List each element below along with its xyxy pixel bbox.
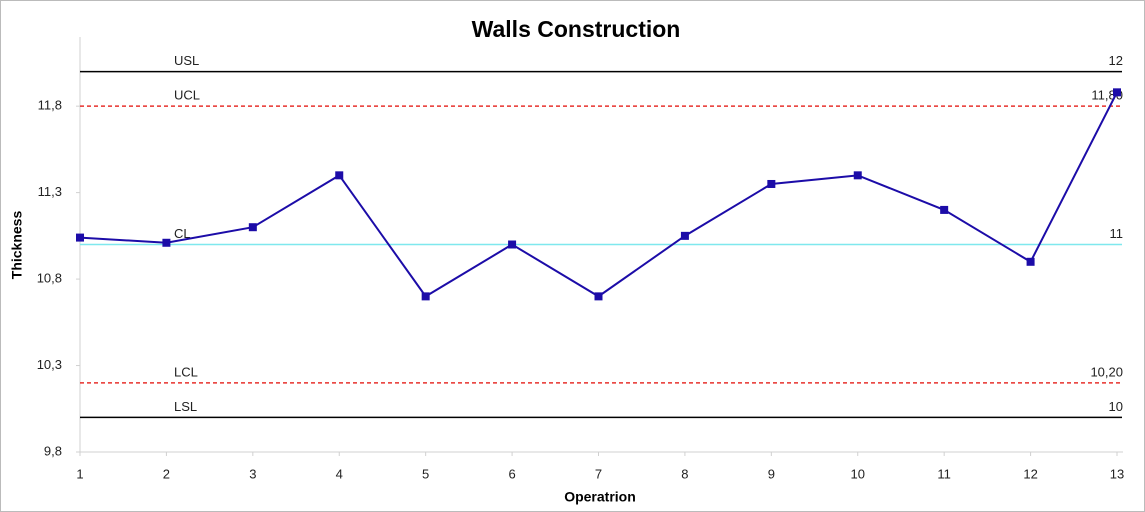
- marker: [421, 292, 430, 301]
- y-tick-label: 10,8: [37, 271, 62, 286]
- x-tick-label: 7: [595, 466, 602, 481]
- reference-line-label: 12: [1109, 53, 1123, 68]
- reference-line-label: 10,20: [1090, 364, 1123, 379]
- reference-line-name: LCL: [174, 364, 198, 379]
- x-tick-label: 11: [937, 466, 951, 481]
- marker: [335, 171, 344, 180]
- x-tick-label: 6: [508, 466, 515, 481]
- reference-line-name: USL: [174, 53, 199, 68]
- reference-line-label: 11: [1110, 226, 1124, 241]
- reference-line-label: 10: [1109, 399, 1123, 414]
- marker: [853, 171, 862, 180]
- x-tick-label: 13: [1110, 466, 1124, 481]
- marker: [1026, 257, 1035, 266]
- x-axis-title: Operatrion: [564, 489, 636, 505]
- marker: [162, 238, 171, 247]
- x-tick-label: 10: [851, 466, 865, 481]
- marker: [248, 223, 257, 232]
- x-tick-label: 2: [163, 466, 170, 481]
- x-tick-label: 4: [336, 466, 343, 481]
- marker: [767, 179, 776, 188]
- y-tick-label: 11,8: [38, 98, 62, 113]
- marker: [680, 231, 689, 240]
- x-tick-label: 1: [76, 466, 83, 481]
- reference-line-name: CL: [174, 226, 191, 241]
- marker: [594, 292, 603, 301]
- x-tick-label: 8: [681, 466, 688, 481]
- marker: [1113, 88, 1121, 97]
- y-tick-label: 11,3: [38, 184, 62, 199]
- reference-line-name: LSL: [174, 399, 197, 414]
- x-tick-label: 12: [1023, 466, 1037, 481]
- marker: [76, 233, 84, 242]
- chart-title: Walls Construction: [472, 16, 681, 42]
- x-tick-label: 3: [249, 466, 256, 481]
- y-tick-label: 10,3: [37, 357, 62, 372]
- marker: [940, 205, 949, 214]
- y-tick-label: 9,8: [44, 443, 62, 458]
- y-axis-title: Thickness: [9, 211, 25, 280]
- marker: [508, 240, 517, 249]
- reference-line-name: UCL: [174, 88, 200, 103]
- x-tick-label: 9: [768, 466, 775, 481]
- x-tick-label: 5: [422, 466, 429, 481]
